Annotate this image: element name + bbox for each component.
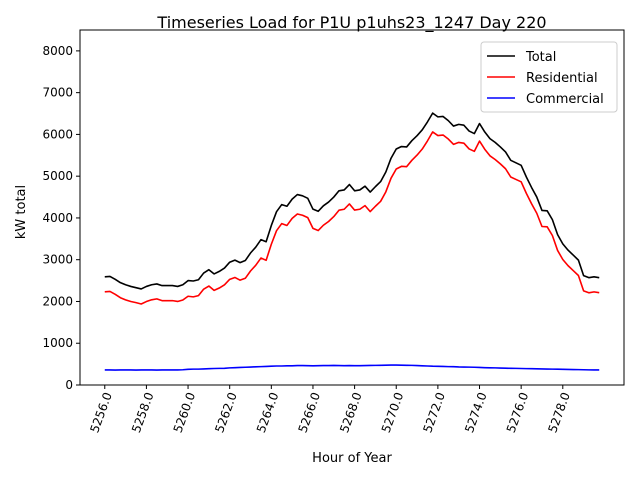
y-tick-label: 4000 xyxy=(42,211,73,225)
y-tick-label: 2000 xyxy=(42,294,73,308)
y-tick-label: 6000 xyxy=(42,127,73,141)
x-tick-label: 5274.0 xyxy=(462,390,490,434)
plot-frame xyxy=(79,29,625,386)
series-line-total xyxy=(104,112,600,290)
legend-label: Residential xyxy=(526,71,598,86)
x-tick-label: 5268.0 xyxy=(337,390,365,434)
x-tick-label: 5272.0 xyxy=(420,390,448,434)
legend-label: Commercial xyxy=(526,92,604,107)
x-tick-label: 5270.0 xyxy=(379,390,407,434)
y-tick-label: 8000 xyxy=(42,44,73,58)
x-axis-label: Hour of Year xyxy=(312,451,392,466)
chart-title: Timeseries Load for P1U p1uhs23_1247 Day… xyxy=(156,13,546,33)
legend-box xyxy=(480,41,618,113)
x-tick-label: 5278.0 xyxy=(545,390,573,434)
x-tick-label: 5258.0 xyxy=(129,390,157,434)
series-line-residential xyxy=(104,131,600,305)
legend: Total Residential Commercial xyxy=(480,41,618,113)
x-tick-label: 5262.0 xyxy=(212,390,240,434)
y-tick-label: 0 xyxy=(65,378,73,392)
y-tick-label: 5000 xyxy=(42,169,73,183)
x-tick-label: 5276.0 xyxy=(504,390,532,434)
x-tick-label: 5264.0 xyxy=(254,390,282,434)
y-tick-label: 3000 xyxy=(42,253,73,267)
x-tick-label: 5256.0 xyxy=(87,390,115,434)
x-tick-label: 5260.0 xyxy=(171,390,199,434)
y-tick-label: 7000 xyxy=(42,86,73,100)
series-line-commercial xyxy=(104,364,600,371)
legend-label: Total xyxy=(525,50,556,65)
y-tick-label: 1000 xyxy=(42,336,73,350)
x-tick-label: 5266.0 xyxy=(296,390,324,434)
y-axis-label: kW total xyxy=(14,185,29,239)
